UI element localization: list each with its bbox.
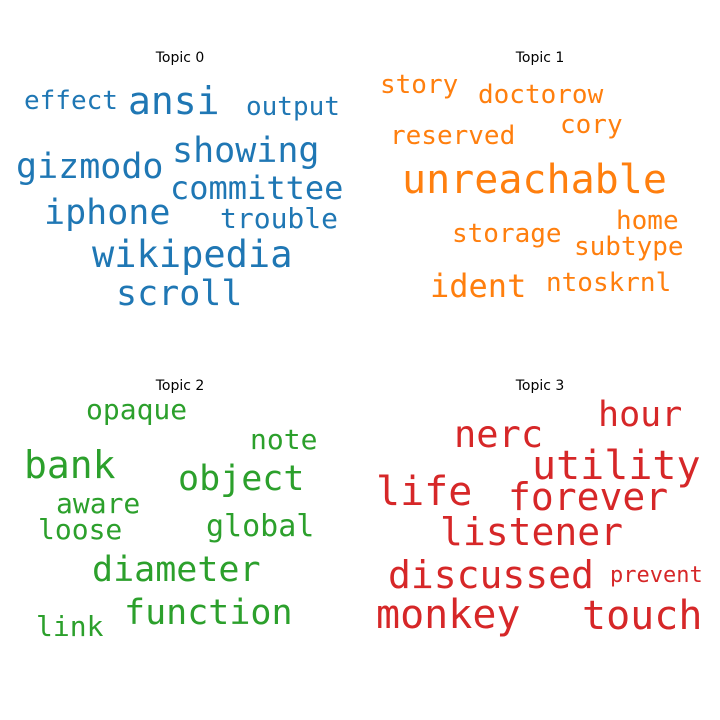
word-reserved: reserved	[390, 121, 516, 151]
word-aware: aware	[56, 487, 141, 520]
word-trouble: trouble	[220, 202, 339, 235]
word-bank: bank	[24, 443, 116, 487]
word-object: object	[178, 459, 305, 499]
word-function: function	[124, 593, 293, 633]
word-showing: showing	[172, 131, 320, 171]
word-opaque: opaque	[86, 393, 188, 426]
word-output: output	[246, 92, 340, 122]
word-story: story	[380, 70, 459, 100]
word-cory: cory	[560, 110, 623, 140]
word-loose: loose	[38, 513, 123, 546]
word-global: global	[206, 509, 315, 544]
word-forever: forever	[508, 475, 669, 519]
word-storage: storage	[452, 219, 562, 249]
word-monkey: monkey	[376, 592, 521, 638]
word-link: link	[36, 610, 104, 643]
word-effect: effect	[24, 86, 118, 116]
word-ansi: ansi	[128, 79, 220, 123]
word-gizmodo: gizmodo	[16, 147, 164, 187]
topic-3-title: Topic 3	[515, 378, 565, 394]
word-life: life	[376, 469, 473, 515]
word-scroll: scroll	[116, 274, 243, 314]
topic-2-title: Topic 2	[155, 378, 205, 394]
word-note: note	[250, 423, 318, 456]
topic-3-panel: Topic 3 hour nerc utility life forever l…	[360, 328, 720, 688]
word-utility: utility	[532, 443, 701, 489]
topic-2-panel: Topic 2 opaque note bank object aware lo…	[0, 328, 360, 688]
word-discussed: discussed	[388, 553, 594, 597]
word-ident: ident	[430, 267, 527, 305]
word-unreachable: unreachable	[402, 157, 667, 203]
word-ntoskrnl: ntoskrnl	[546, 268, 672, 298]
topic-1-panel: Topic 1 story doctorow reserved cory unr…	[360, 0, 720, 360]
word-wikipedia: wikipedia	[92, 233, 293, 276]
topic-0-title: Topic 0	[155, 50, 205, 66]
word-listener: listener	[440, 510, 624, 554]
word-subtype: subtype	[574, 232, 684, 262]
word-prevent: prevent	[610, 563, 703, 588]
topic-1-title: Topic 1	[515, 50, 565, 66]
topic-0-panel: Topic 0 effect ansi output gizmodo showi…	[0, 0, 360, 360]
word-doctorow: doctorow	[478, 80, 604, 110]
word-hour: hour	[598, 395, 683, 435]
word-touch: touch	[582, 593, 703, 639]
word-iphone: iphone	[44, 193, 171, 233]
word-committee: committee	[170, 169, 344, 207]
word-home: home	[616, 206, 679, 236]
word-nerc: nerc	[454, 413, 544, 456]
word-diameter: diameter	[92, 550, 261, 590]
